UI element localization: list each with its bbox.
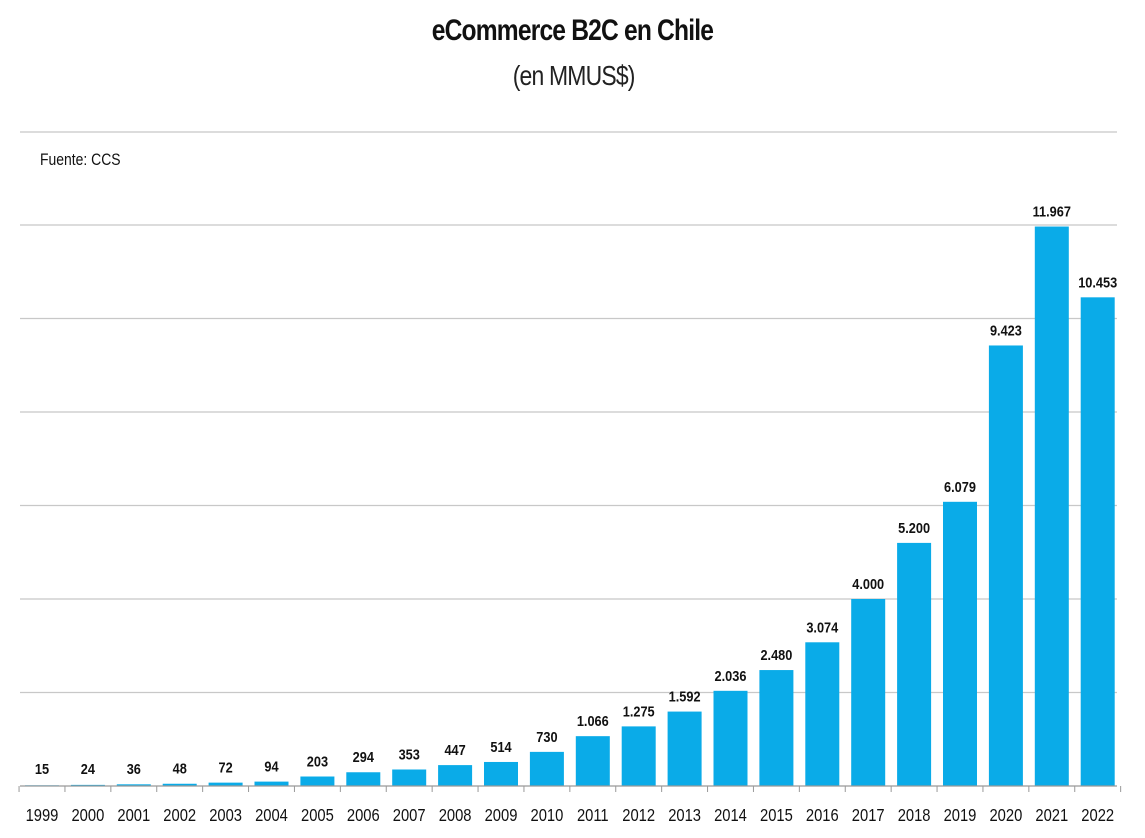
- tick-label-2000: 2000: [71, 806, 104, 826]
- value-label-2009: 514: [490, 738, 511, 755]
- tick-label-2011: 2011: [577, 806, 609, 826]
- value-label-2012: 1.275: [623, 702, 655, 719]
- value-label-1999: 15: [35, 760, 49, 777]
- bar-2014: [713, 690, 748, 786]
- tick-label-2009: 2009: [485, 806, 518, 826]
- value-label-2017: 4.000: [852, 575, 884, 592]
- chart-subtitle: (en MMUS$): [512, 60, 636, 91]
- bar-2013: [667, 711, 702, 786]
- bar-2017: [851, 599, 886, 786]
- value-label-2022: 10.453: [1078, 273, 1117, 290]
- bar-2004: [254, 781, 289, 786]
- tick-label-2008: 2008: [439, 806, 472, 826]
- value-label-2006: 294: [353, 748, 374, 765]
- chart-title: eCommerce B2C en Chile: [431, 14, 714, 47]
- tick-label-2014: 2014: [714, 806, 747, 826]
- bars: [25, 226, 1115, 787]
- tick-label-2013: 2013: [668, 806, 701, 826]
- value-label-2001: 36: [127, 760, 141, 777]
- value-label-2020: 9.423: [990, 321, 1022, 338]
- bar-2007: [392, 769, 427, 786]
- value-label-2002: 48: [173, 760, 187, 777]
- tick-label-2001: 2001: [117, 806, 150, 826]
- value-label-2013: 1.592: [669, 688, 701, 705]
- tick-label-2012: 2012: [622, 806, 655, 826]
- tick-label-2004: 2004: [255, 806, 288, 826]
- bar-2008: [438, 765, 473, 786]
- tick-label-2010: 2010: [530, 806, 563, 826]
- bar-2011: [575, 736, 610, 786]
- value-label-2019: 6.079: [944, 478, 976, 495]
- value-label-2008: 447: [444, 741, 465, 758]
- bar-2022: [1080, 297, 1115, 786]
- bar-2018: [897, 542, 932, 786]
- tick-label-2003: 2003: [209, 806, 242, 826]
- tick-label-2017: 2017: [852, 806, 885, 826]
- bar-2001: [116, 784, 151, 786]
- chart-source: Fuente: CCS: [40, 150, 121, 169]
- value-label-2010: 730: [536, 728, 557, 745]
- bar-2003: [208, 782, 243, 786]
- x-axis: [18, 785, 1122, 792]
- value-label-2005: 203: [307, 753, 328, 770]
- tick-label-1999: 1999: [26, 806, 59, 826]
- tick-label-2015: 2015: [760, 806, 793, 826]
- bar-2009: [484, 761, 518, 786]
- bar-2020: [988, 345, 1023, 786]
- tick-label-2020: 2020: [989, 806, 1022, 826]
- value-label-2021: 11.967: [1033, 203, 1071, 220]
- tick-label-2006: 2006: [347, 806, 380, 826]
- bar-2010: [529, 751, 564, 786]
- tick-label-2002: 2002: [163, 806, 196, 826]
- bar-2012: [621, 726, 656, 786]
- bar-2021: [1034, 226, 1069, 787]
- tick-label-2022: 2022: [1081, 806, 1114, 826]
- bar-2006: [346, 772, 381, 786]
- value-label-2000: 24: [81, 760, 95, 777]
- tick-label-2018: 2018: [898, 806, 931, 826]
- x-tick-labels: 1999 2000 2001 2002 2003 2004 2005 2006 2007 2008…: [26, 806, 1115, 826]
- bar-2002: [162, 783, 197, 786]
- gridlines: [20, 131, 1117, 694]
- value-label-2011: 1.066: [577, 712, 609, 729]
- tick-label-2021: 2021: [1035, 806, 1068, 826]
- tick-label-2007: 2007: [393, 806, 426, 826]
- bar-2019: [943, 501, 977, 786]
- value-label-2018: 5.200: [898, 519, 930, 536]
- tick-label-2016: 2016: [806, 806, 839, 826]
- value-label-2004: 94: [264, 758, 278, 775]
- bar-2005: [300, 776, 335, 786]
- value-labels: 15 24 36 48 72 94 203 294 353 447 514 730 1.066 1.275…: [35, 203, 1118, 778]
- value-label-2014: 2.036: [715, 667, 747, 684]
- value-label-2007: 353: [399, 745, 420, 762]
- tick-label-2005: 2005: [301, 806, 334, 826]
- bar-2016: [805, 642, 840, 786]
- value-label-2015: 2.480: [760, 646, 792, 663]
- bar-2015: [759, 670, 794, 786]
- tick-label-2019: 2019: [944, 806, 977, 826]
- value-label-2003: 72: [219, 759, 233, 776]
- value-label-2016: 3.074: [806, 618, 838, 635]
